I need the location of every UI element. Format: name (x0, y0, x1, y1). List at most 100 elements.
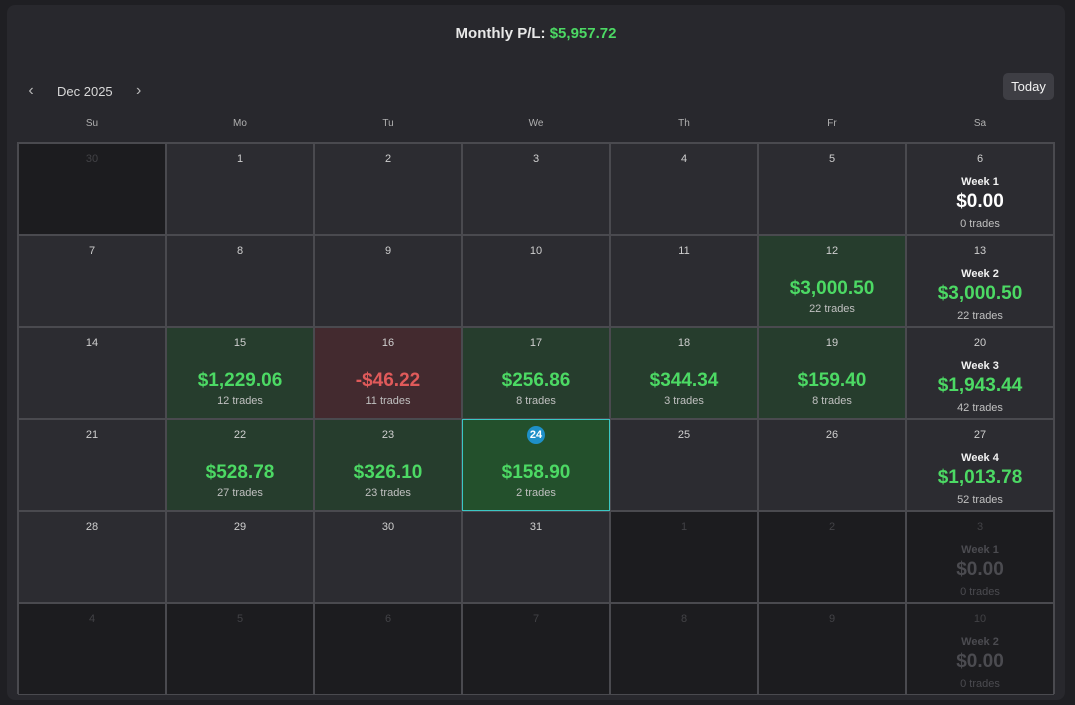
week-trade-count: 22 trades (957, 310, 1003, 322)
day-number: 1 (680, 521, 688, 533)
day-pnl: $326.10 (353, 462, 423, 483)
calendar-day-cell[interactable]: 4 (610, 143, 758, 235)
week-label: Week 1 (961, 176, 999, 188)
day-number: 23 (381, 429, 395, 441)
calendar-day-cell[interactable]: 6 (314, 603, 462, 695)
calendar-day-cell[interactable]: 3 (462, 143, 610, 235)
calendar-day-cell[interactable]: 5 (166, 603, 314, 695)
calendar-day-cell[interactable]: 5 (758, 143, 906, 235)
calendar-day-cell[interactable]: 19 $159.40 8 trades (758, 327, 906, 419)
day-trade-count: 12 trades (217, 395, 263, 407)
day-number: 22 (233, 429, 247, 441)
day-number: 12 (825, 245, 839, 257)
weekday-header-row: Su Mo Tu We Th Fr Sa (18, 118, 1054, 129)
day-pnl: $528.78 (205, 462, 275, 483)
weekday-header: Sa (973, 118, 987, 129)
day-number: 7 (88, 245, 96, 257)
calendar-day-cell[interactable]: 18 $344.34 3 trades (610, 327, 758, 419)
day-pnl: $159.40 (797, 370, 867, 391)
week-label: Week 2 (961, 268, 999, 280)
day-number: 27 (973, 429, 987, 441)
day-number: 10 (973, 613, 987, 625)
calendar-day-cell[interactable]: 8 (610, 603, 758, 695)
weekday-header: We (528, 118, 544, 129)
day-number: 19 (825, 337, 839, 349)
today-button[interactable]: Today (1003, 73, 1054, 100)
day-number: 14 (85, 337, 99, 349)
calendar-day-cell[interactable]: 22 $528.78 27 trades (166, 419, 314, 511)
day-number: 15 (233, 337, 247, 349)
weekday-header: Tu (382, 118, 394, 129)
calendar-day-cell[interactable]: 8 (166, 235, 314, 327)
calendar-day-cell[interactable]: 12 $3,000.50 22 trades (758, 235, 906, 327)
week-summary-cell[interactable]: 6 Week 1 $0.00 0 trades (906, 143, 1054, 235)
calendar-day-cell[interactable]: 30 (314, 511, 462, 603)
calendar-day-cell[interactable]: 23 $326.10 23 trades (314, 419, 462, 511)
calendar-day-cell[interactable]: 1 (610, 511, 758, 603)
week-pnl: $1,943.44 (937, 375, 1023, 396)
day-number: 4 (88, 613, 96, 625)
day-number: 25 (677, 429, 691, 441)
calendar-day-cell[interactable]: 16 -$46.22 11 trades (314, 327, 462, 419)
calendar-day-cell[interactable]: 11 (610, 235, 758, 327)
week-label: Week 2 (961, 636, 999, 648)
day-number: 6 (976, 153, 984, 165)
week-summary-cell[interactable]: 3 Week 1 $0.00 0 trades (906, 511, 1054, 603)
day-number: 3 (532, 153, 540, 165)
calendar-day-cell[interactable]: 15 $1,229.06 12 trades (166, 327, 314, 419)
day-trade-count: 27 trades (217, 487, 263, 499)
day-number: 5 (828, 153, 836, 165)
calendar-day-cell[interactable]: 30 (18, 143, 166, 235)
day-number: 8 (680, 613, 688, 625)
day-number: 16 (381, 337, 395, 349)
week-summary-cell[interactable]: 27 Week 4 $1,013.78 52 trades (906, 419, 1054, 511)
calendar-day-cell[interactable]: 2 (758, 511, 906, 603)
day-trade-count: 8 trades (516, 395, 556, 407)
week-pnl: $3,000.50 (937, 283, 1023, 304)
next-month-chevron-right-icon[interactable]: › (135, 82, 142, 99)
calendar-panel: Monthly P/L: $5,957.72 ‹ Dec 2025 › Toda… (7, 5, 1065, 700)
calendar-day-cell[interactable]: 7 (18, 235, 166, 327)
week-summary-cell[interactable]: 13 Week 2 $3,000.50 22 trades (906, 235, 1054, 327)
day-pnl: $344.34 (649, 370, 719, 391)
calendar-day-cell[interactable]: 4 (18, 603, 166, 695)
day-number: 9 (384, 245, 392, 257)
monthly-pl-value: $5,957.72 (549, 25, 617, 42)
day-number: 17 (529, 337, 543, 349)
weekday-header: Mo (233, 118, 247, 129)
day-number: 5 (236, 613, 244, 625)
prev-month-chevron-left-icon[interactable]: ‹ (28, 82, 34, 99)
week-summary-cell[interactable]: 10 Week 2 $0.00 0 trades (906, 603, 1054, 695)
week-label: Week 4 (961, 452, 999, 464)
calendar-day-cell[interactable]: 21 (18, 419, 166, 511)
weekday-header: Fr (827, 118, 837, 129)
calendar-day-cell[interactable]: 26 (758, 419, 906, 511)
month-navigator: ‹ Dec 2025 › (21, 76, 149, 106)
day-pnl: $1,229.06 (197, 370, 283, 391)
calendar-day-cell[interactable]: 28 (18, 511, 166, 603)
day-trade-count: 2 trades (516, 487, 556, 499)
calendar-day-cell[interactable]: 7 (462, 603, 610, 695)
day-number: 13 (973, 245, 987, 257)
calendar-grid: 30 1 2 3 4 5 6 Week 1 $0.00 0 trades 7 8 9 10 11 12 $3,0… (17, 142, 1055, 695)
calendar-day-cell[interactable]: 14 (18, 327, 166, 419)
calendar-day-cell[interactable]: 25 (610, 419, 758, 511)
day-pnl: -$46.22 (355, 370, 421, 391)
calendar-day-cell[interactable]: 31 (462, 511, 610, 603)
week-summary-cell[interactable]: 20 Week 3 $1,943.44 42 trades (906, 327, 1054, 419)
calendar-day-cell[interactable]: 24 $158.90 2 trades (462, 419, 610, 511)
calendar-day-cell[interactable]: 17 $256.86 8 trades (462, 327, 610, 419)
calendar-day-cell[interactable]: 9 (758, 603, 906, 695)
day-trade-count: 22 trades (809, 303, 855, 315)
day-number: 6 (384, 613, 392, 625)
day-trade-count: 23 trades (365, 487, 411, 499)
calendar-day-cell[interactable]: 29 (166, 511, 314, 603)
week-trade-count: 0 trades (960, 218, 1000, 230)
calendar-day-cell[interactable]: 10 (462, 235, 610, 327)
day-number: 7 (532, 613, 540, 625)
week-trade-count: 52 trades (957, 494, 1003, 506)
calendar-day-cell[interactable]: 9 (314, 235, 462, 327)
calendar-day-cell[interactable]: 1 (166, 143, 314, 235)
calendar-day-cell[interactable]: 2 (314, 143, 462, 235)
week-pnl: $0.00 (956, 651, 1004, 672)
